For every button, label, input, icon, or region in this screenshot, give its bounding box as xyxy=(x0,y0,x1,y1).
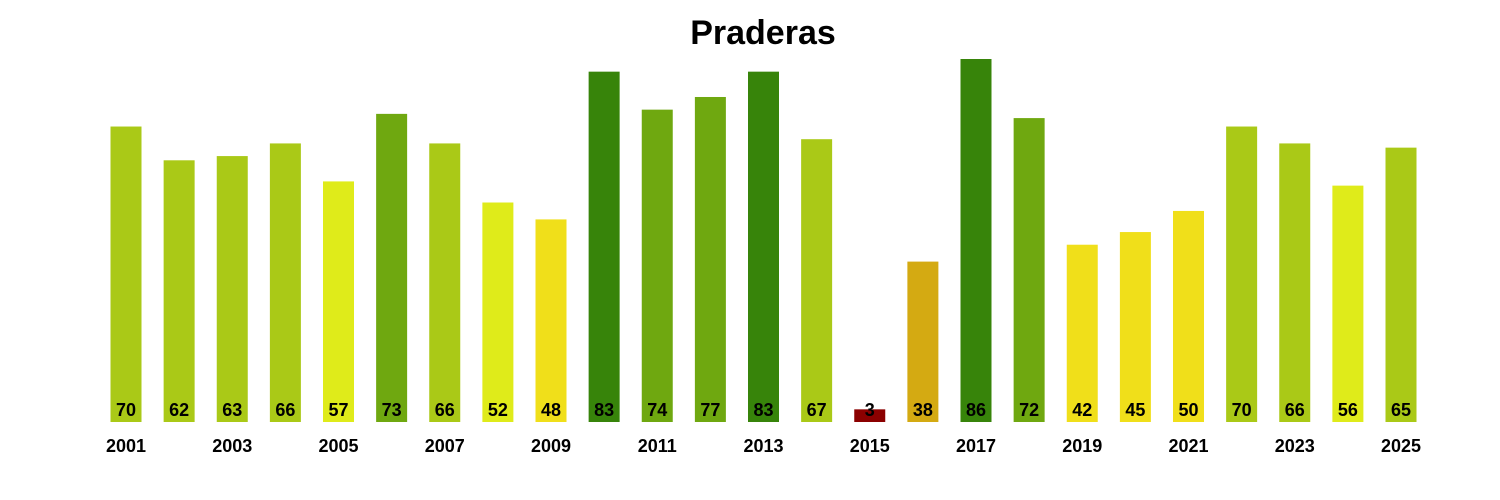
value-label-2006: 73 xyxy=(382,400,402,420)
value-label-2005: 57 xyxy=(328,400,348,420)
x-tick-2013: 2013 xyxy=(743,436,783,456)
bar-2003 xyxy=(216,156,248,422)
bar-2010 xyxy=(588,71,620,422)
value-labels-group: 70 62 63 66 57 73 66 52 48 83 74 77 83 67 3 38 86 72 42 45 5… xyxy=(116,400,1411,420)
bar-2024 xyxy=(1332,185,1364,422)
x-tick-2005: 2005 xyxy=(318,436,358,456)
bar-2009 xyxy=(535,219,567,422)
value-label-2018: 72 xyxy=(1019,400,1039,420)
bar-2001 xyxy=(110,126,142,422)
value-label-2003: 63 xyxy=(222,400,242,420)
bar-2014 xyxy=(801,139,833,422)
value-label-2015: 3 xyxy=(865,400,875,420)
bar-2016 xyxy=(907,261,939,422)
x-tick-2009: 2009 xyxy=(531,436,571,456)
x-tick-2011: 2011 xyxy=(638,436,677,456)
value-label-2017: 86 xyxy=(966,400,986,420)
x-tick-2007: 2007 xyxy=(425,436,465,456)
value-label-2012: 77 xyxy=(700,400,720,420)
x-tick-2019: 2019 xyxy=(1062,436,1102,456)
bar-2019 xyxy=(1066,244,1098,422)
value-label-2013: 83 xyxy=(753,400,773,420)
x-tick-2023: 2023 xyxy=(1275,436,1315,456)
bar-2022 xyxy=(1226,126,1258,422)
value-label-2002: 62 xyxy=(169,400,189,420)
value-label-2001: 70 xyxy=(116,400,136,420)
value-label-2024: 56 xyxy=(1338,400,1358,420)
value-label-2022: 70 xyxy=(1232,400,1252,420)
bar-2006 xyxy=(376,113,408,423)
bar-2025 xyxy=(1385,147,1417,422)
bar-2004 xyxy=(269,143,301,423)
x-tick-2021: 2021 xyxy=(1168,436,1208,456)
bar-2020 xyxy=(1119,232,1151,422)
value-label-2009: 48 xyxy=(541,400,561,420)
bar-2011 xyxy=(641,109,673,423)
value-label-2023: 66 xyxy=(1285,400,1305,420)
value-label-2011: 74 xyxy=(647,400,667,420)
bar-2007 xyxy=(429,143,461,423)
bars-group xyxy=(110,59,1417,423)
value-label-2019: 42 xyxy=(1072,400,1092,420)
bar-2005 xyxy=(323,181,354,422)
value-label-2021: 50 xyxy=(1178,400,1198,420)
bar-2023 xyxy=(1279,143,1311,423)
value-label-2007: 66 xyxy=(435,400,455,420)
bar-2015 xyxy=(854,409,886,422)
bar-2008 xyxy=(482,202,514,422)
bar-2012 xyxy=(694,96,726,423)
bar-2021 xyxy=(1173,210,1204,422)
bar-2018 xyxy=(1013,118,1045,422)
value-label-2004: 66 xyxy=(275,400,295,420)
bar-2013 xyxy=(748,71,779,422)
value-label-2008: 52 xyxy=(488,400,508,420)
x-tick-2015: 2015 xyxy=(850,436,890,456)
x-tick-2003: 2003 xyxy=(212,436,252,456)
value-label-2020: 45 xyxy=(1125,400,1145,420)
x-tick-2025: 2025 xyxy=(1381,436,1421,456)
x-axis-ticks-group: 2001 2003 2005 2007 2009 2011 2013 2015 2017 2019… xyxy=(106,436,1421,456)
chart-title: Praderas xyxy=(690,14,836,52)
x-tick-2017: 2017 xyxy=(956,436,996,456)
value-label-2010: 83 xyxy=(594,400,614,420)
value-label-2025: 65 xyxy=(1391,400,1411,420)
bar-2017 xyxy=(960,59,992,422)
x-tick-2001: 2001 xyxy=(106,436,146,456)
bar-2002 xyxy=(163,160,195,423)
value-label-2016: 38 xyxy=(913,400,933,420)
value-label-2014: 67 xyxy=(807,400,827,420)
